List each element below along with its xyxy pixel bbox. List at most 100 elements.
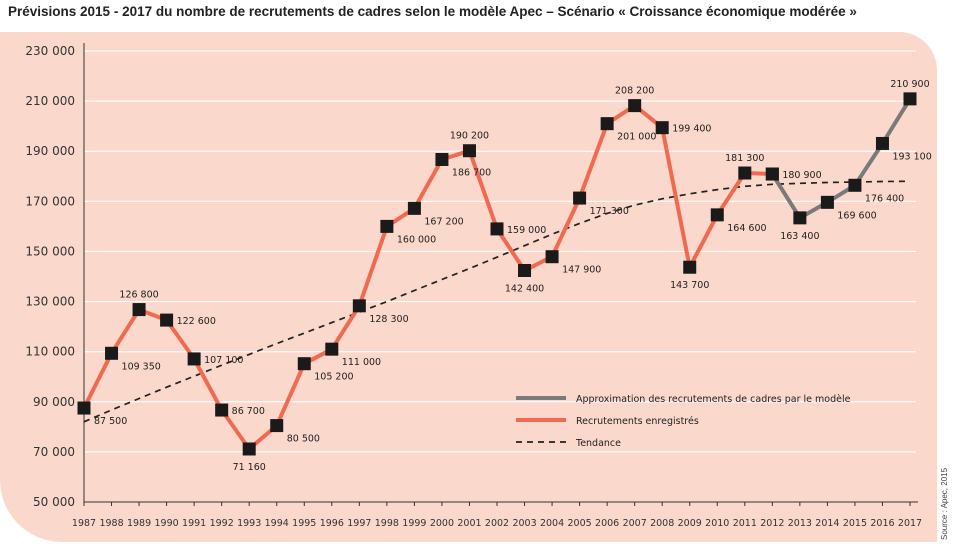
x-tick-label: 1988 xyxy=(99,518,123,529)
x-tick-label: 2012 xyxy=(760,518,784,529)
data-label: 126 800 xyxy=(119,290,158,301)
data-label: 147 900 xyxy=(562,265,601,276)
x-tick-label: 2000 xyxy=(430,518,454,529)
data-point xyxy=(875,136,889,150)
x-tick-label: 2017 xyxy=(898,518,922,529)
y-tick-label: 230 000 xyxy=(25,44,75,58)
data-label: 159 000 xyxy=(507,225,546,236)
data-markers xyxy=(77,92,917,456)
data-label: 143 700 xyxy=(670,280,709,291)
data-label: 193 100 xyxy=(892,151,931,162)
data-label: 142 400 xyxy=(505,283,544,294)
data-label: 111 000 xyxy=(342,357,381,368)
data-label: 86 700 xyxy=(232,406,265,417)
data-point xyxy=(765,167,779,181)
data-point xyxy=(132,303,146,317)
legend-label: Tendance xyxy=(575,438,621,449)
data-label: 80 500 xyxy=(287,434,320,445)
x-tick-label: 1997 xyxy=(347,518,371,529)
x-tick-label: 1994 xyxy=(265,518,289,529)
data-point xyxy=(105,346,119,360)
data-label: 169 600 xyxy=(837,210,876,221)
data-point xyxy=(848,178,862,192)
data-point xyxy=(655,121,669,135)
data-point xyxy=(903,92,917,106)
data-point xyxy=(160,313,174,327)
data-point xyxy=(215,403,229,417)
y-tick-label: 150 000 xyxy=(25,244,75,258)
data-point xyxy=(710,208,724,222)
y-tick-label: 170 000 xyxy=(25,194,75,208)
x-tick-label: 1995 xyxy=(292,518,316,529)
chart-title: Prévisions 2015 - 2017 du nombre de recr… xyxy=(8,4,857,19)
data-label: 160 000 xyxy=(397,234,436,245)
x-tick-label: 1987 xyxy=(72,518,96,529)
x-tick-label: 1992 xyxy=(210,518,234,529)
source-note: Source : Apec, 2015 xyxy=(938,467,958,545)
data-point xyxy=(352,299,366,313)
data-label: 180 900 xyxy=(782,170,821,181)
x-tick-label: 1991 xyxy=(182,518,206,529)
data-label: 71 160 xyxy=(233,462,266,473)
data-point xyxy=(407,201,421,215)
data-label: 87 500 xyxy=(94,416,127,427)
data-point xyxy=(380,219,394,233)
data-point xyxy=(518,263,532,277)
x-tick-label: 1993 xyxy=(237,518,261,529)
legend-label: Approximation des recrutements de cadres… xyxy=(576,394,851,405)
data-point xyxy=(628,99,642,113)
y-tick-label: 210 000 xyxy=(25,94,75,108)
x-tick-label: 2016 xyxy=(870,518,894,529)
data-label: 167 200 xyxy=(424,216,463,227)
axes: 50 000 70 000 90 000 110 000 130 000 150 000 1… xyxy=(25,43,922,529)
x-tick-label: 2009 xyxy=(678,518,702,529)
data-point xyxy=(435,152,449,166)
y-tick-label: 70 000 xyxy=(33,445,75,459)
legend: Approximation des recrutements de cadres… xyxy=(516,394,851,449)
data-label: 176 400 xyxy=(865,193,904,204)
data-label: 122 600 xyxy=(177,316,216,327)
data-label: 109 350 xyxy=(122,361,161,372)
data-label: 105 200 xyxy=(314,372,353,383)
data-point xyxy=(77,401,91,415)
x-tick-label: 2015 xyxy=(843,518,867,529)
x-tick-label: 1996 xyxy=(320,518,344,529)
data-label: 199 400 xyxy=(672,124,711,135)
y-tick-label: 130 000 xyxy=(25,295,75,309)
data-point xyxy=(738,166,752,180)
data-point xyxy=(545,250,559,264)
source-text: Source : Apec, 2015 xyxy=(940,467,949,540)
data-point xyxy=(600,117,614,131)
data-label: 181 300 xyxy=(725,153,764,164)
x-tick-label: 2011 xyxy=(733,518,757,529)
x-tick-label: 1999 xyxy=(402,518,426,529)
data-label: 186 700 xyxy=(452,167,491,178)
x-tick-label: 2001 xyxy=(457,518,481,529)
y-tick-label: 190 000 xyxy=(25,144,75,158)
y-tick-label: 50 000 xyxy=(33,495,75,509)
data-point xyxy=(242,442,256,456)
data-point xyxy=(793,211,807,225)
x-tick-label: 2004 xyxy=(540,518,564,529)
x-tick-label: 2008 xyxy=(650,518,674,529)
data-point xyxy=(187,352,201,366)
data-point xyxy=(490,222,504,236)
data-point xyxy=(325,342,339,356)
series-line-2 xyxy=(83,180,911,423)
x-tick-label: 1990 xyxy=(155,518,179,529)
data-labels: 87 500 109 350 126 800 122 600 107 100 86 700… xyxy=(94,79,932,473)
data-label: 128 300 xyxy=(369,314,408,325)
legend-label: Recrutements enregistrés xyxy=(576,416,699,427)
data-label: 107 100 xyxy=(204,355,243,366)
x-tick-label: 2013 xyxy=(788,518,812,529)
x-tick-label: 2014 xyxy=(815,518,839,529)
data-label: 190 200 xyxy=(450,131,489,142)
data-label: 210 900 xyxy=(890,79,929,90)
x-tick-label: 2006 xyxy=(595,518,619,529)
x-tick-label: 2003 xyxy=(512,518,536,529)
data-point xyxy=(683,260,697,274)
data-point xyxy=(297,357,311,371)
x-tick-label: 1998 xyxy=(375,518,399,529)
chart-background xyxy=(0,32,937,542)
